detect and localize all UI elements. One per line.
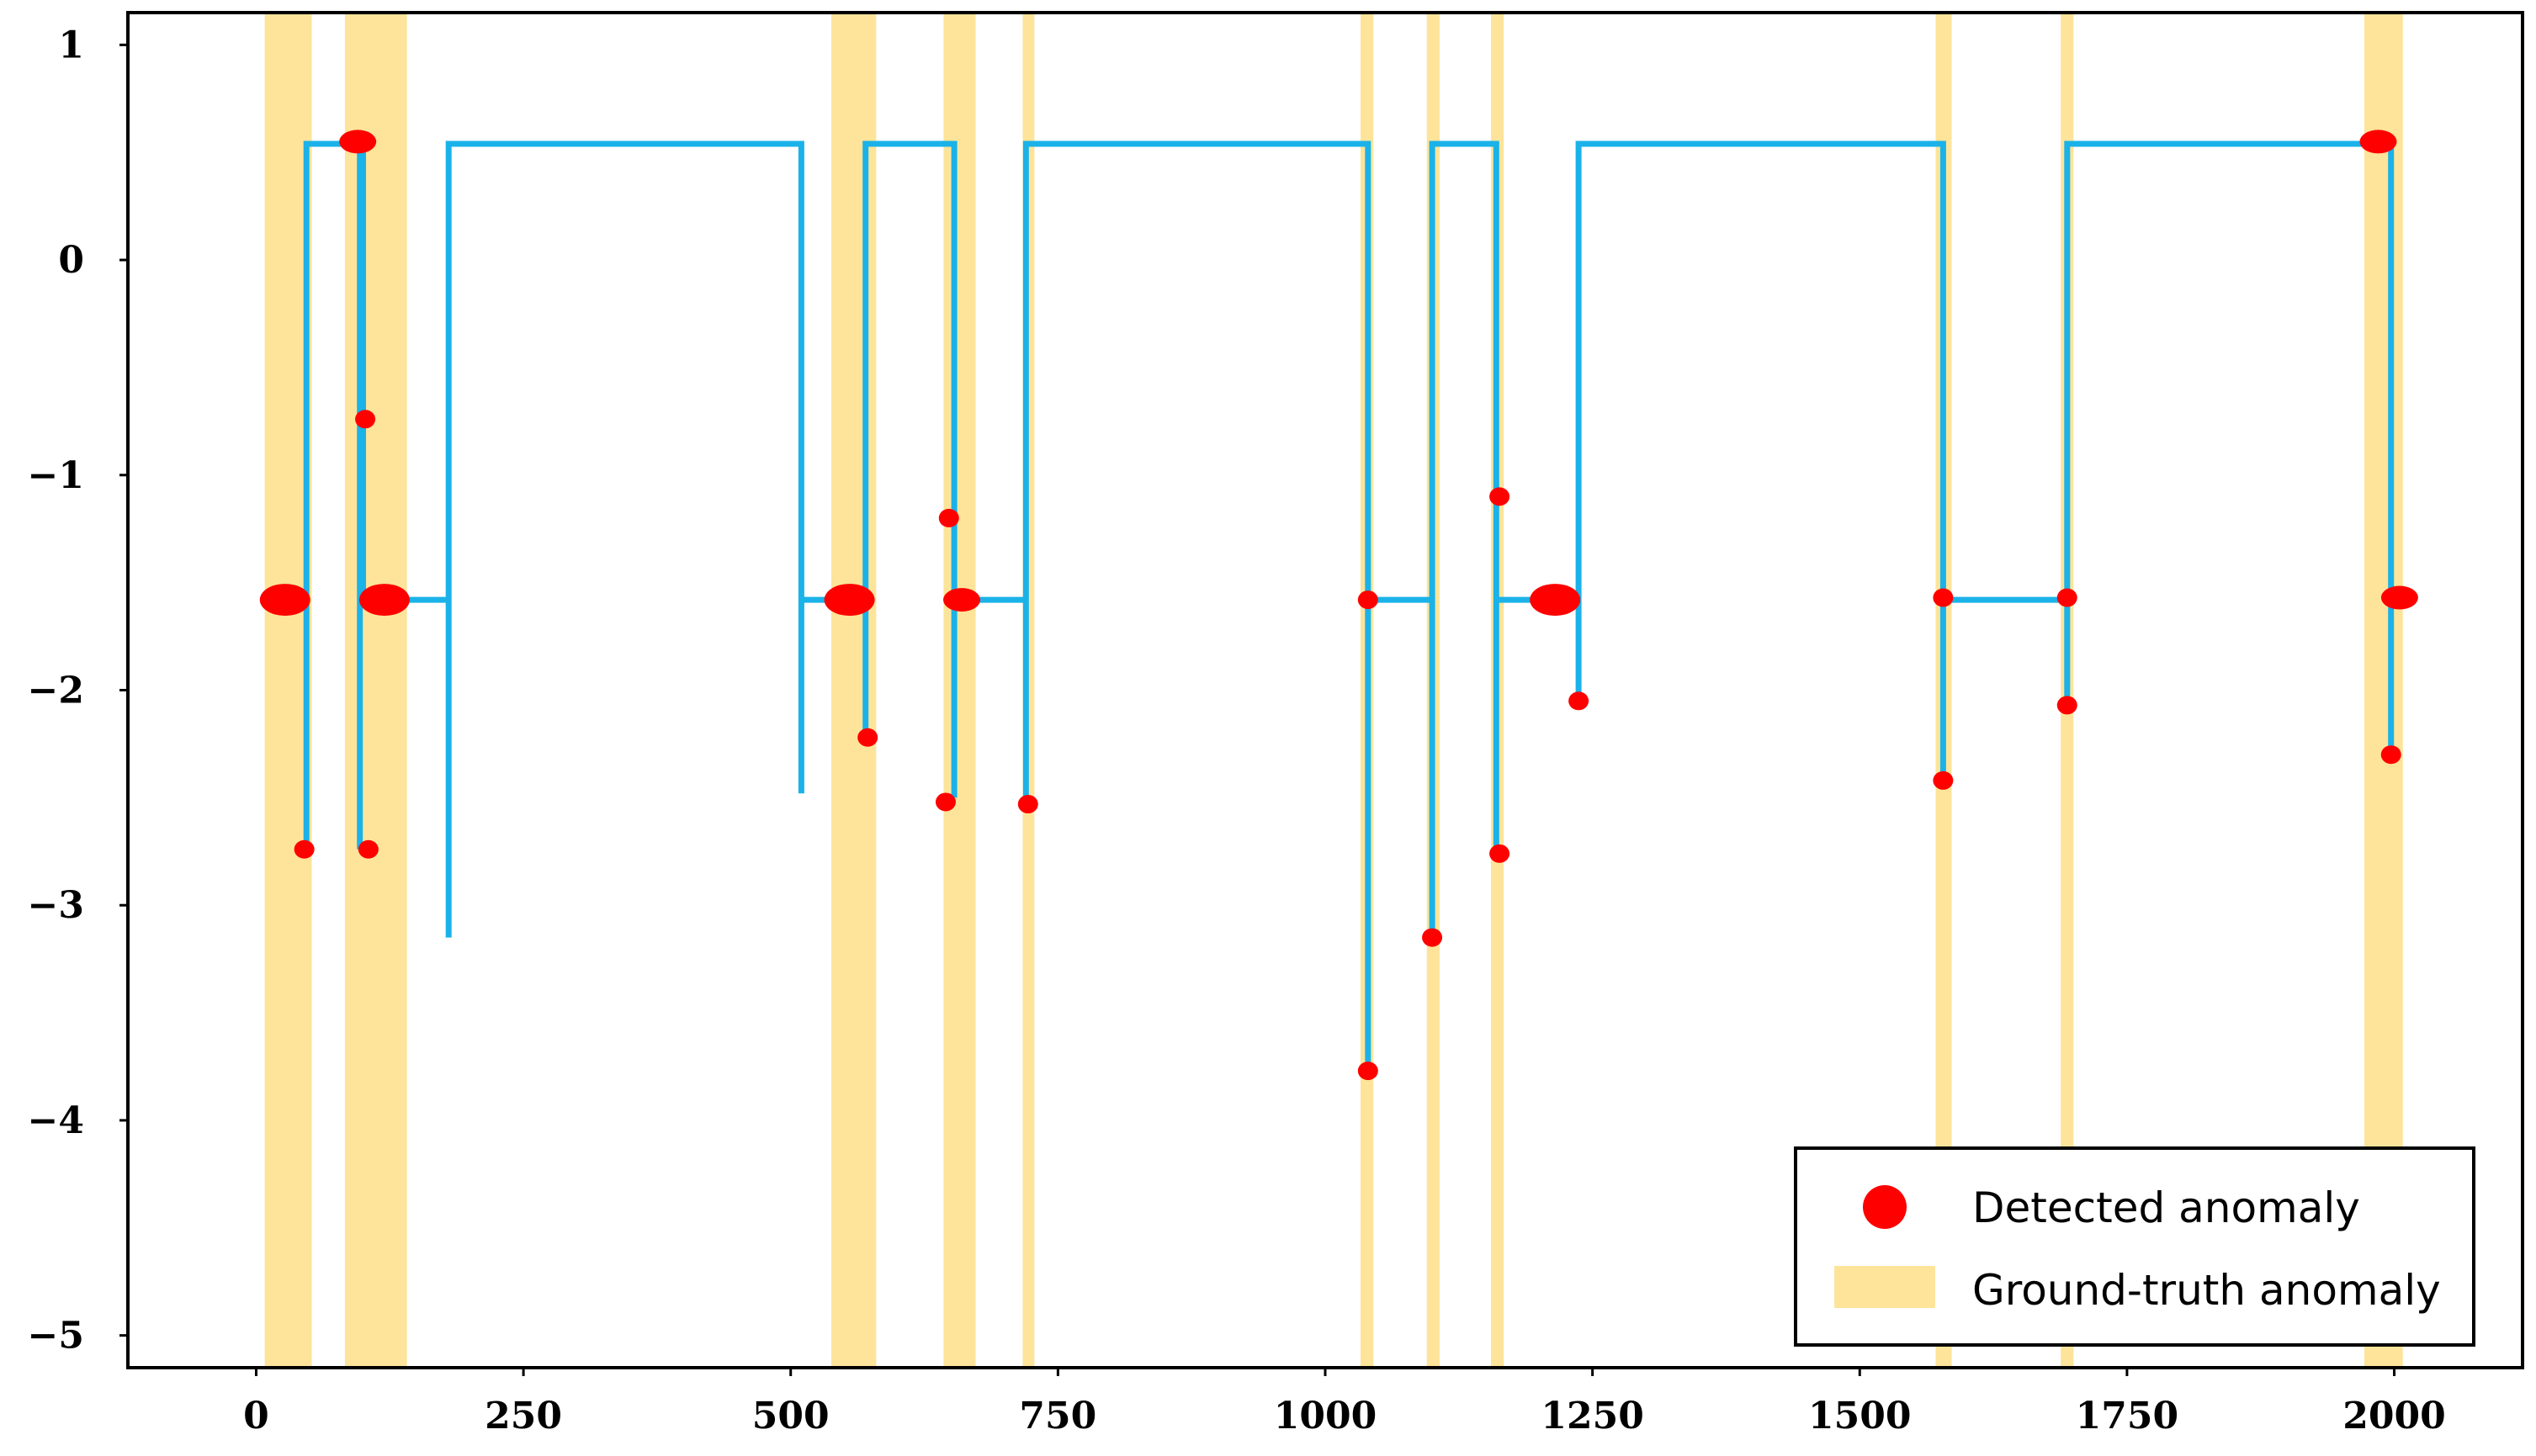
detected-anomaly-point-4 (358, 839, 379, 859)
detected-anomaly-point-23 (2359, 130, 2397, 154)
x-tick-label-6: 1500 (1808, 1395, 1911, 1437)
legend-box (1794, 1146, 2475, 1347)
y-tick-label-0: 1 (58, 24, 84, 66)
detected-anomaly-point-24 (2380, 745, 2401, 765)
detected-anomaly-point-5 (358, 584, 410, 617)
detected-anomaly-point-25 (2380, 585, 2418, 610)
x-tick-label-0: 0 (243, 1395, 269, 1437)
y-tick-label-6: −5 (28, 1315, 84, 1358)
detected-anomaly-point-16 (1489, 844, 1510, 863)
legend: Detected anomaly Ground-truth anomaly (1794, 1146, 2475, 1347)
y-tick-label-3: −2 (28, 670, 84, 712)
y-tick-label-4: −3 (28, 884, 84, 927)
detected-anomaly-point-6 (824, 584, 875, 617)
x-tick-label-2: 500 (752, 1395, 830, 1437)
x-tick-label-3: 750 (1019, 1395, 1096, 1437)
detected-anomaly-point-18 (1568, 691, 1589, 711)
detected-anomaly-point-19 (1933, 588, 1954, 607)
detected-points-layer (259, 130, 2418, 1081)
detected-anomaly-point-22 (2056, 696, 2077, 715)
series-line-0 (264, 140, 2395, 1072)
ground-truth-band-2 (831, 13, 877, 1368)
detected-anomaly-point-17 (1530, 584, 1581, 617)
x-axis-ticks: 0 250 500 750 1000 1250 1500 1750 2000 (243, 1368, 2446, 1437)
detected-anomaly-point-21 (2056, 588, 2077, 607)
y-tick-label-2: −1 (28, 454, 84, 497)
detected-anomaly-point-0 (259, 584, 310, 617)
detected-anomaly-point-15 (1489, 487, 1510, 506)
x-tick-label-8: 2000 (2342, 1395, 2445, 1437)
x-tick-label-1: 250 (485, 1395, 562, 1437)
detected-anomaly-point-8 (938, 508, 959, 527)
detected-anomaly-point-12 (1357, 590, 1378, 610)
x-tick-label-5: 1250 (1541, 1395, 1643, 1437)
legend-label-detected: Detected anomaly (1972, 1183, 2360, 1232)
legend-detected-marker (1863, 1185, 1907, 1229)
detected-anomaly-point-9 (935, 792, 956, 812)
x-tick-label-7: 1750 (2076, 1395, 2178, 1437)
detected-anomaly-point-20 (1933, 770, 1954, 790)
y-tick-label-1: 0 (58, 239, 84, 282)
x-tick-label-4: 1000 (1274, 1395, 1377, 1437)
series-line-layer (264, 140, 2395, 1072)
detected-anomaly-point-3 (355, 410, 376, 429)
detected-anomaly-point-7 (857, 728, 878, 747)
ground-truth-band-1 (344, 13, 407, 1368)
detected-anomaly-point-1 (294, 839, 315, 859)
legend-ground-truth-swatch (1834, 1266, 1935, 1308)
detected-anomaly-point-2 (339, 130, 377, 154)
detected-anomaly-point-14 (1422, 928, 1443, 947)
legend-label-ground-truth: Ground-truth anomaly (1972, 1266, 2441, 1315)
y-tick-label-5: −4 (28, 1099, 84, 1142)
ground-truth-band-3 (943, 13, 976, 1368)
y-axis-ticks: 1 0 −1 −2 −3 −4 −5 (28, 24, 128, 1358)
detected-anomaly-point-13 (1357, 1062, 1378, 1081)
ground-truth-band-10 (2364, 13, 2403, 1368)
detected-anomaly-point-11 (1017, 795, 1038, 814)
detected-anomaly-point-10 (943, 588, 981, 612)
